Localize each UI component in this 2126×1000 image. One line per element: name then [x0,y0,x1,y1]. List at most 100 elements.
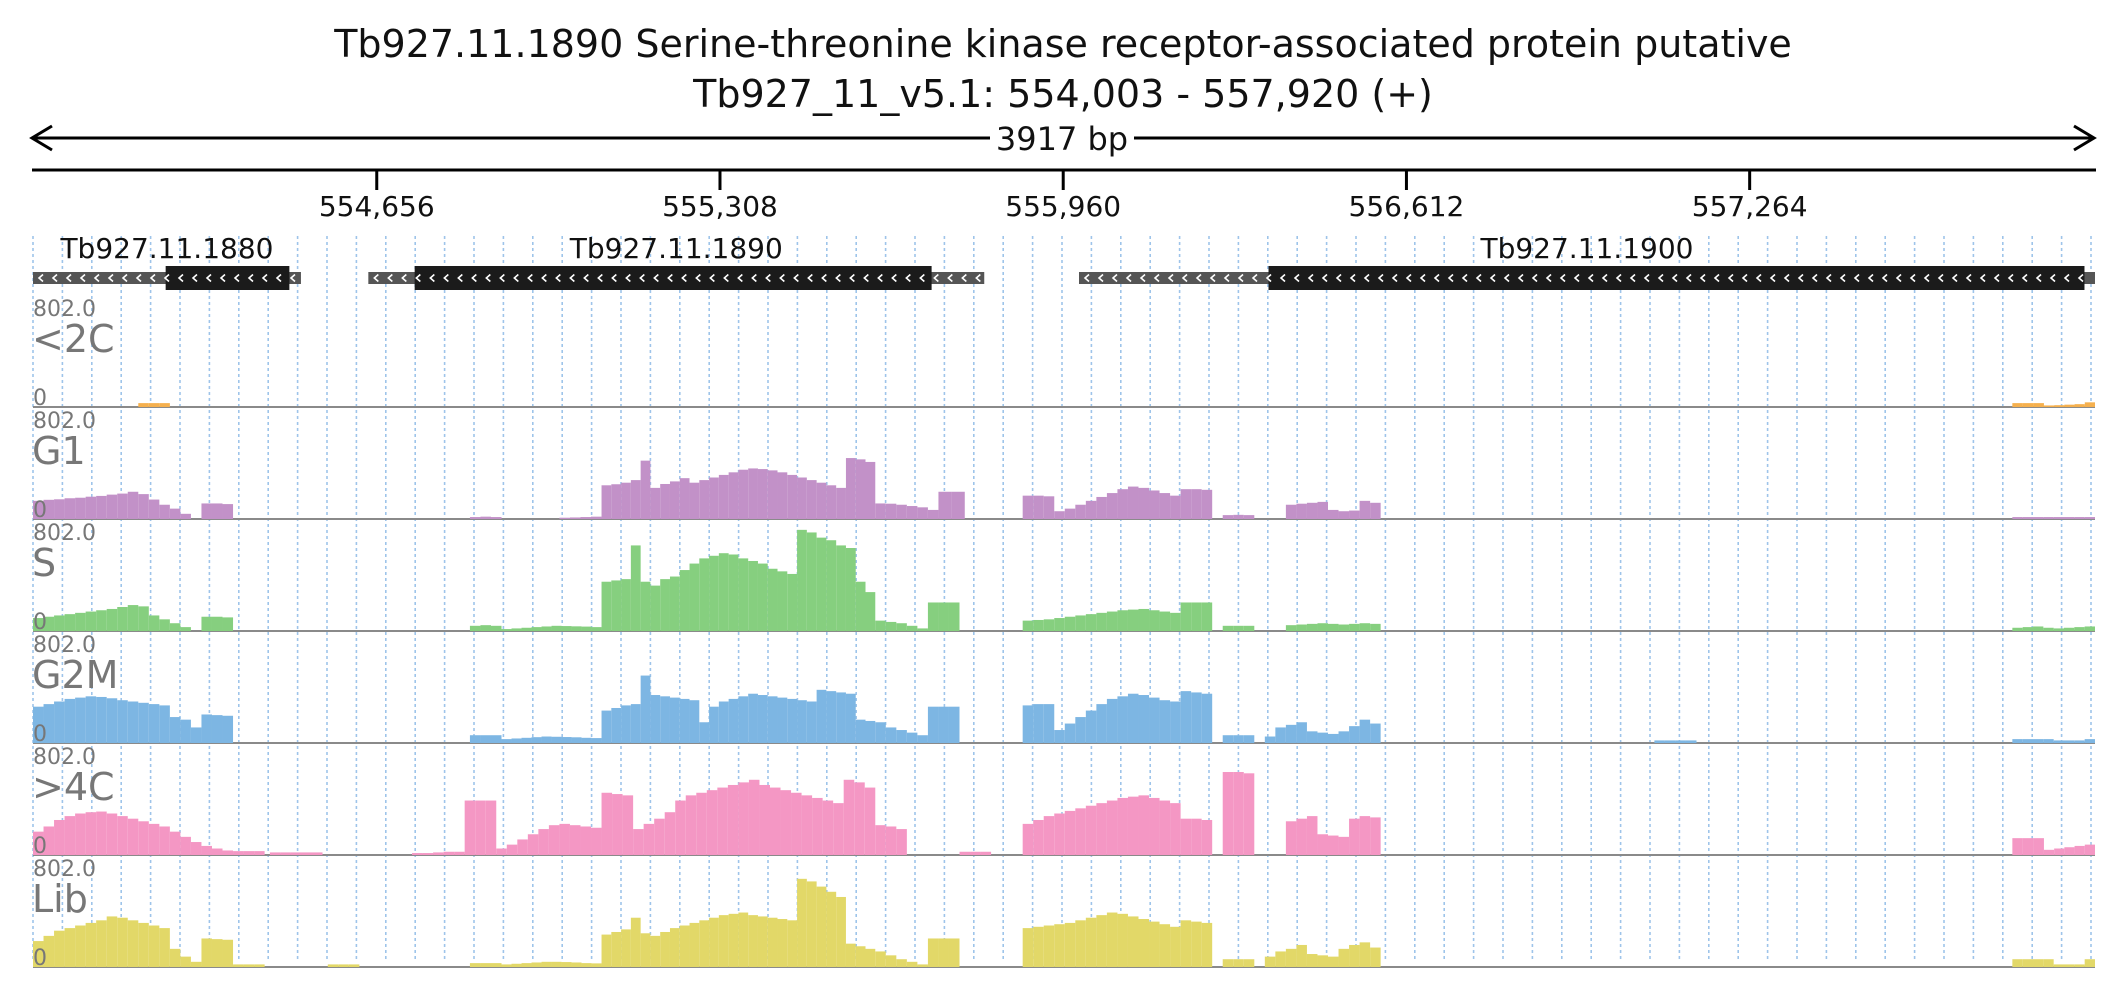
coverage-bar [233,851,244,855]
coverage-bar [1096,915,1107,967]
track-ymin-label: 0 [33,722,47,747]
coverage-bar [2074,404,2085,407]
coverage-bar [601,581,612,631]
coverage-bar [1043,619,1055,631]
coverage-bar [490,517,502,519]
strand-chevron [1965,273,1972,283]
coverage-bar [2022,627,2034,631]
coverage-bar [1306,502,1318,519]
coverage-bar [490,963,502,967]
coverage-bar [1338,731,1350,743]
coverage-bar [1106,800,1118,855]
coverage-bar [148,615,160,631]
coverage-bar [561,737,572,743]
coverage-bar [951,491,965,519]
strand-chevron [1489,273,1496,283]
coverage-bar [1043,925,1055,967]
coverage-bar [875,825,886,855]
strand-chevron [1167,273,1174,283]
strand-chevron [1643,273,1650,283]
strand-chevron [597,273,603,283]
track-ymax-label: 802.0 [33,521,96,546]
coverage-bar [159,504,170,519]
strand-chevron [1993,273,2000,283]
strand-chevron [1223,273,1230,283]
coverage-bar [169,508,181,519]
coverage-bar [511,738,522,743]
coverage-bar [1106,611,1118,631]
coverage-bar [1285,504,1297,519]
coverage-bar [138,702,149,743]
coverage-bar [630,917,641,967]
track-lib: 802.0 0 Lib [32,857,2095,971]
coverage-bar [43,499,55,519]
coverage-bar [1264,956,1276,967]
strand-chevron [583,273,589,283]
coverage-bar [612,794,623,855]
coverage-bar [660,931,670,967]
coverage-bar [1149,921,1160,967]
span-label: 3917 bp [996,120,1128,158]
coverage-bar [927,938,939,967]
coverage-bar [2043,517,2054,519]
coverage-bar [759,784,770,855]
coverage-bar [1338,624,1350,631]
coverage-bar [1275,727,1286,743]
coverage-bar [1096,803,1107,855]
coverage-bar [2053,628,2065,631]
coverage-bar [506,844,518,855]
coverage-bar [1138,919,1150,967]
coverage-bar [865,461,876,519]
coverage-bar [2064,404,2075,407]
strand-chevron [247,273,254,283]
strand-chevron [121,273,128,283]
coverage-bar [2022,959,2034,967]
coverage-bar [2043,405,2055,407]
strand-chevron [1895,273,1902,283]
coverage-bar [611,580,622,631]
coverage-bar [685,795,697,855]
strand-chevron [1559,273,1566,283]
strand-chevron [1755,273,1762,283]
coverage-bar [2053,740,2065,743]
coverage-bar [938,602,949,631]
coverage-bar [1117,696,1128,743]
coverage-bar [836,692,846,743]
coverage-bar [54,819,65,855]
coverage-bar [127,491,139,519]
coverage-bar [669,481,680,519]
coverage-bar [180,956,191,967]
coverage-bar [767,917,778,967]
coverage-bar [845,458,856,519]
coverage-bar [64,816,76,855]
strand-chevron [1573,273,1580,283]
coverage-bar [1306,731,1318,743]
coverage-bar [190,727,202,743]
coverage-bar [699,558,710,631]
coverage-bar [622,795,634,855]
coverage-bar [767,470,778,519]
coverage-bar [290,852,302,855]
coverage-bar [917,507,928,519]
coverage-bar [469,625,481,631]
coverage-bar [559,823,570,855]
coverage-bar [64,614,76,631]
coverage-bar [2033,626,2044,631]
coverage-bar [1654,740,1665,743]
coverage-bar [2043,959,2054,967]
coverage-bar [96,696,107,743]
strand-chevron [1979,273,1986,283]
coverage-bar [96,920,107,967]
strand-chevron [1783,273,1790,283]
strand-chevron [751,273,757,283]
coverage-bar [896,504,907,519]
ruler-tick-label: 554,656 [319,190,435,223]
coverage-bar [117,700,128,743]
coverage-bar [348,964,360,967]
coverage-bar [1149,610,1160,631]
coverage-bar [1328,509,1339,519]
coverage-bar [806,532,817,631]
coverage-bar [561,626,572,631]
coverage-bar [2033,959,2044,967]
strand-chevron [1111,273,1118,283]
